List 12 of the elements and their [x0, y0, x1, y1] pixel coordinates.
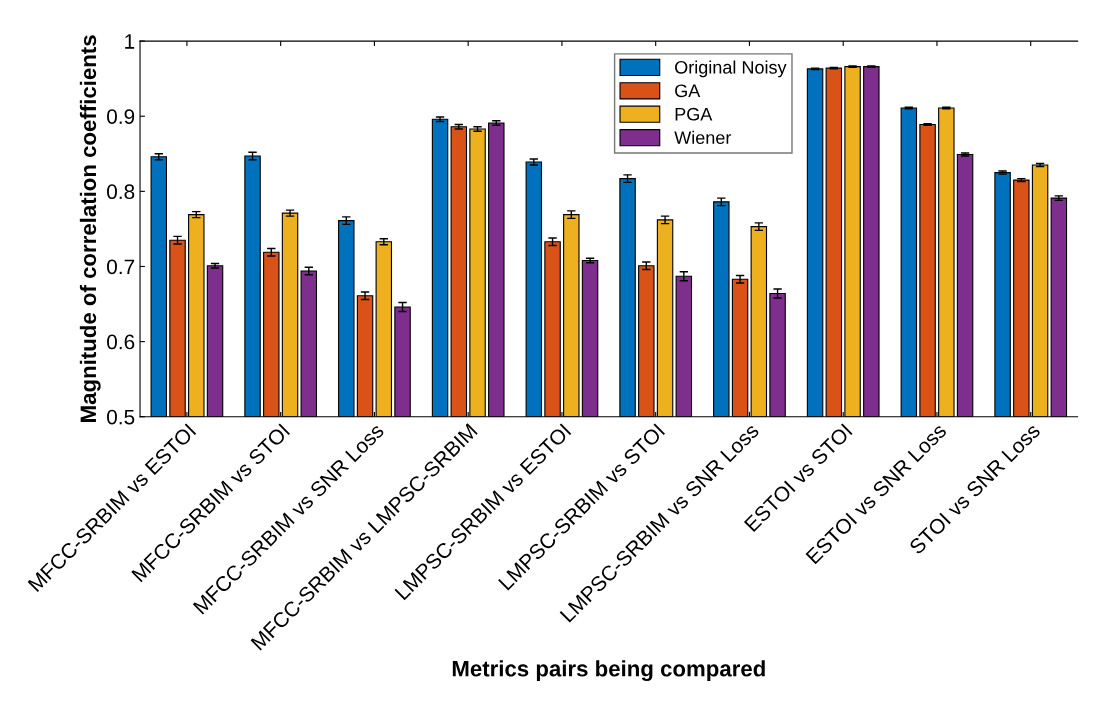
legend-label: Original Noisy — [675, 60, 787, 78]
legend-label: Wiener — [674, 130, 732, 145]
legend-label: GA — [675, 84, 701, 98]
legend-label: PGA — [675, 107, 713, 121]
y-tick-label: 0.8 — [107, 184, 135, 200]
y-tick-label: 0.9 — [107, 109, 135, 124]
y-tick-label: 0.5 — [107, 409, 135, 425]
x-axis-title: Metrics pairs being compared — [452, 660, 765, 682]
y-tick-label: 1 — [125, 34, 135, 49]
y-axis-title: Magnitude of correlation coefficients — [79, 35, 101, 422]
y-tick-label: 0.7 — [107, 259, 135, 275]
y-tick-label: 0.6 — [107, 334, 135, 350]
